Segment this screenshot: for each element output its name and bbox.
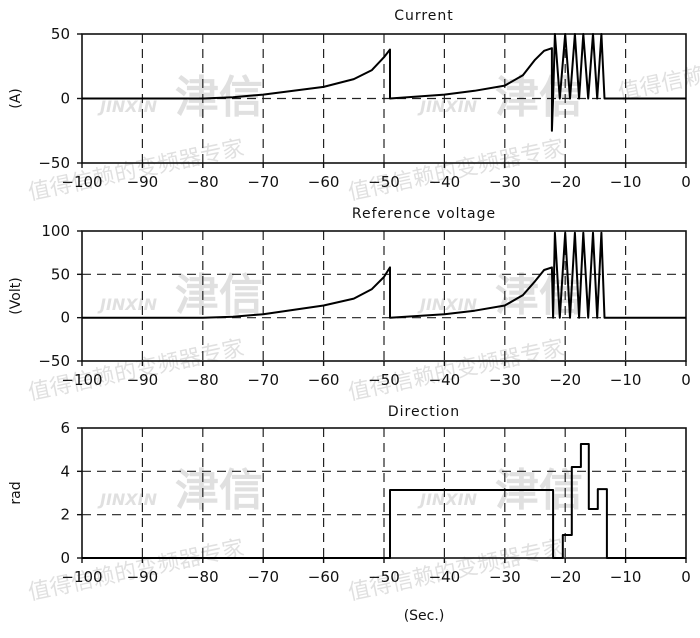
y-tick-label: 50 <box>51 25 70 43</box>
x-tick-label: −90 <box>127 568 159 586</box>
x-tick-label: −40 <box>429 568 461 586</box>
y-tick-label: 4 <box>60 462 70 480</box>
y-tick-label: 0 <box>60 309 70 327</box>
x-axis-label: (Sec.) <box>404 608 445 624</box>
y-tick-label: 6 <box>60 419 70 437</box>
y-axis-label: (Volt) <box>8 277 24 314</box>
x-tick-label: −60 <box>308 371 340 389</box>
x-tick-label: −40 <box>429 371 461 389</box>
y-tick-label: 2 <box>60 506 70 524</box>
x-tick-label: −10 <box>610 371 642 389</box>
x-tick-label: −60 <box>308 173 340 191</box>
x-tick-label: −30 <box>489 371 521 389</box>
x-tick-label: −100 <box>61 568 102 586</box>
subplot-title: Current <box>394 8 454 24</box>
subplot-2: −100 −90 −80 −70 −60 −50 −40 −30 −20 −10 0−5005010… <box>8 206 691 389</box>
x-tick-label: 0 <box>681 568 691 586</box>
subplot-3: −100 −90 −80 −70 −60 −50 −40 −30 −20 −10 00246Dire… <box>8 404 691 624</box>
x-tick-label: −90 <box>127 173 159 191</box>
x-tick-label: −80 <box>187 568 219 586</box>
watermark-brand-cn: 津信 <box>175 465 263 516</box>
x-tick-label: −70 <box>247 173 279 191</box>
x-tick-label: −90 <box>127 371 159 389</box>
x-tick-label: −100 <box>61 173 102 191</box>
watermark-brand-latin: JINXIN <box>417 295 478 314</box>
y-tick-label: 0 <box>60 549 70 567</box>
watermark-brand-latin: JINXIN <box>417 97 478 116</box>
x-tick-label: 0 <box>681 173 691 191</box>
watermark-slogan: 值得信赖的变频器专家 <box>346 136 566 206</box>
x-tick-label: −50 <box>368 173 400 191</box>
x-tick-label: −20 <box>549 371 581 389</box>
x-tick-label: −100 <box>61 371 102 389</box>
x-tick-label: −50 <box>368 568 400 586</box>
x-tick-label: −50 <box>368 371 400 389</box>
watermark-brand-latin: JINXIN <box>417 490 478 509</box>
x-tick-label: −20 <box>549 568 581 586</box>
series-line <box>82 33 686 132</box>
x-tick-label: −10 <box>610 568 642 586</box>
subplot-1: −100 −90 −80 −70 −60 −50 −40 −30 −20 −10 0−50050Cu… <box>8 8 691 191</box>
x-tick-label: −20 <box>549 173 581 191</box>
y-tick-label: 50 <box>51 265 70 283</box>
x-tick-label: 0 <box>681 371 691 389</box>
x-tick-label: −30 <box>489 568 521 586</box>
x-tick-label: −10 <box>610 173 642 191</box>
y-tick-label: −50 <box>38 352 70 370</box>
x-tick-label: −30 <box>489 173 521 191</box>
subplot-title: Direction <box>388 404 460 420</box>
series-line <box>82 231 686 319</box>
y-tick-label: −50 <box>38 154 70 172</box>
watermark-brand-cn: 津信 <box>175 270 263 321</box>
x-tick-label: −80 <box>187 371 219 389</box>
subplot-title: Reference voltage <box>352 206 496 222</box>
watermark-brand-latin: JINXIN <box>97 295 158 314</box>
x-tick-label: −70 <box>247 371 279 389</box>
y-tick-label: 0 <box>60 90 70 108</box>
y-axis-label: (A) <box>8 88 24 109</box>
watermark-brand-latin: JINXIN <box>97 490 158 509</box>
y-axis-label: rad <box>8 481 24 504</box>
x-tick-label: −70 <box>247 568 279 586</box>
x-tick-label: −80 <box>187 173 219 191</box>
y-tick-label: 100 <box>41 222 70 240</box>
watermark-slogan: 值得信赖的变频器专家 <box>616 36 700 106</box>
watermark-brand-latin: JINXIN <box>97 97 158 116</box>
series-line <box>82 443 686 559</box>
x-tick-label: −60 <box>308 568 340 586</box>
x-tick-label: −40 <box>429 173 461 191</box>
